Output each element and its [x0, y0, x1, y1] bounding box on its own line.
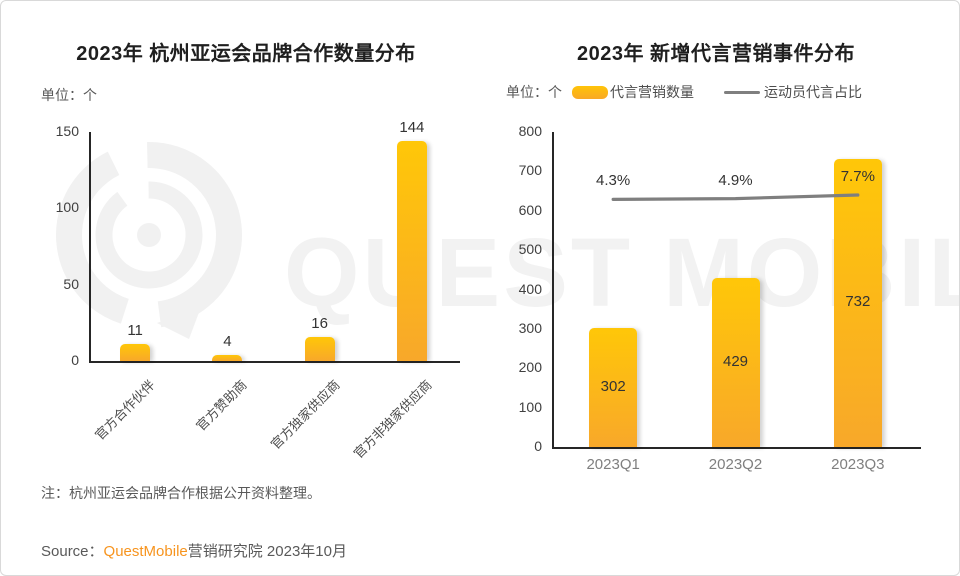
- bar-value-label: 11: [127, 322, 143, 340]
- y-tick-label: 500: [518, 241, 542, 258]
- y-tick-label: 0: [534, 438, 542, 454]
- category-label: 官方非独家供应商: [350, 377, 435, 462]
- source-suffix: 营销研究院 2023年10月: [187, 543, 347, 560]
- footnote: 注：杭州亚运会品牌合作根据公开资料整理。: [41, 485, 321, 501]
- x-tick-label: 2023Q2: [708, 456, 763, 473]
- source-prefix: Source：: [41, 543, 104, 560]
- y-tick-label: 200: [518, 359, 542, 376]
- category-label: 官方独家供应商: [267, 377, 343, 453]
- y-tick-label: 300: [518, 319, 542, 336]
- questmobile-watermark-logo-icon: [56, 142, 242, 339]
- category-label: 官方赞助商: [193, 377, 251, 434]
- bar-value-label: 4: [223, 332, 232, 350]
- right-chart-legend: 单位：个 代言营销数量 运动员代言占比: [506, 81, 862, 103]
- y-tick-label: 100: [518, 398, 542, 415]
- bar-legend-swatch-icon: [572, 85, 608, 99]
- line-legend-swatch-icon: [724, 90, 760, 94]
- x-axis: [89, 361, 460, 363]
- percent-label: 4.9%: [718, 171, 753, 189]
- y-tick-label: 700: [518, 162, 542, 179]
- y-tick-label: 0: [71, 352, 79, 368]
- bar: [120, 344, 151, 361]
- y-tick-label: 400: [518, 280, 542, 297]
- bar: [711, 278, 760, 447]
- source-brand: QuestMobile: [103, 543, 188, 560]
- bar: [396, 141, 427, 361]
- bar-value-label: 16: [311, 314, 328, 332]
- bar-legend-label: 代言营销数量: [610, 84, 694, 100]
- bar-value-label: 302: [600, 377, 626, 395]
- x-tick-label: 2023Q3: [831, 456, 885, 473]
- x-axis: [552, 447, 921, 449]
- left-chart-title: 2023年 杭州亚运会品牌合作数量分布: [76, 43, 416, 65]
- y-tick-label: 600: [518, 201, 542, 218]
- y-tick-label: 50: [63, 275, 79, 292]
- x-tick-label: 2023Q1: [586, 456, 640, 473]
- y-tick-label: 150: [55, 123, 79, 139]
- bar-value-label: 429: [722, 352, 749, 370]
- bar: [589, 328, 638, 447]
- bar: [304, 336, 335, 361]
- y-tick-label: 800: [518, 123, 542, 139]
- bar-value-label: 144: [399, 119, 425, 137]
- bar-value-label: 732: [845, 292, 871, 310]
- percent-label: 7.7%: [840, 168, 875, 186]
- y-tick-label: 100: [55, 199, 79, 216]
- y-axis: [552, 132, 554, 447]
- bar: [212, 354, 243, 361]
- left-chart-unit-label: 单位：个: [41, 87, 97, 103]
- line-legend-label: 运动员代言占比: [764, 84, 862, 100]
- source-line: Source：QuestMobile营销研究院 2023年10月: [41, 540, 347, 561]
- percent-label: 4.3%: [596, 172, 631, 190]
- right-chart-title: 2023年 新增代言营销事件分布: [576, 43, 856, 65]
- bar: [833, 158, 882, 447]
- category-label: 官方合作伙伴: [92, 377, 158, 443]
- right-chart-unit-label: 单位：个: [506, 84, 562, 100]
- y-axis: [89, 132, 91, 361]
